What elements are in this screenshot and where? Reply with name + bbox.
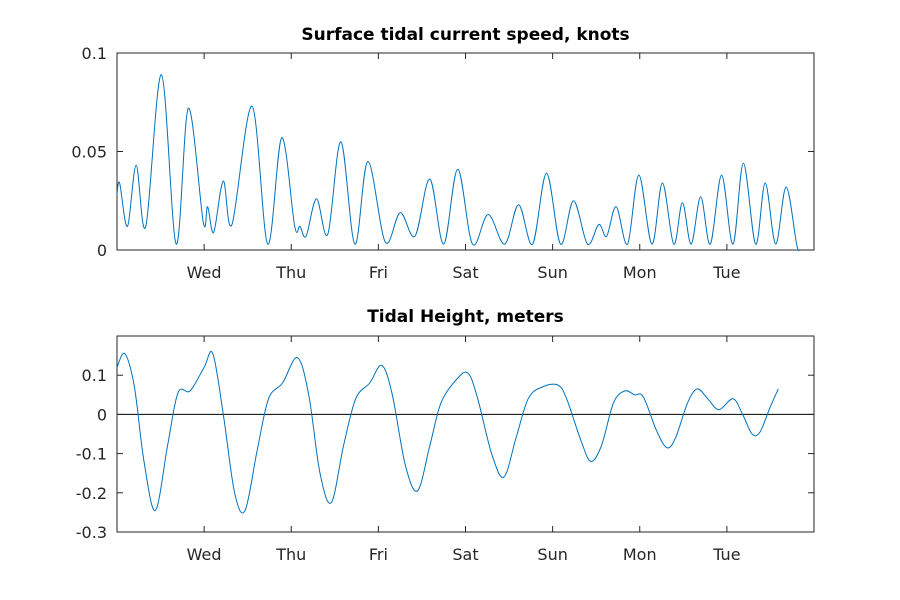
x-tick-label: Sun xyxy=(537,263,567,282)
x-tick-label: Mon xyxy=(623,545,657,564)
x-tick-label: Sat xyxy=(452,545,478,564)
x-tick-label: Tue xyxy=(712,545,740,564)
y-tick-label: -0.2 xyxy=(76,484,107,503)
y-tick-label: 0.05 xyxy=(71,143,107,162)
tidal-height-panel: Tidal Height, meters -0.3 -0.2 -0.1 0 0.1 We… xyxy=(76,307,815,564)
x-tick-label: Wed xyxy=(187,263,222,282)
series-line xyxy=(116,74,801,252)
tidal-height-x-ticks: Wed Thu Fri Sat Sun Mon Tue xyxy=(187,336,741,564)
tidal-height-y-ticks: -0.3 -0.2 -0.1 0 0.1 xyxy=(76,366,814,542)
current-speed-series xyxy=(116,74,801,252)
x-tick-label: Thu xyxy=(275,545,306,564)
tidal-height-axes xyxy=(116,335,815,533)
y-tick-label: 0 xyxy=(97,405,107,424)
x-tick-label: Mon xyxy=(623,263,657,282)
current-speed-y-ticks: 0 0.05 0.1 xyxy=(71,44,814,260)
x-tick-label: Fri xyxy=(369,263,388,282)
x-tick-label: Thu xyxy=(275,263,306,282)
x-tick-label: Sun xyxy=(537,545,567,564)
y-tick-label: 0.1 xyxy=(82,366,107,385)
x-tick-label: Sat xyxy=(452,263,478,282)
tidal-height-series xyxy=(116,351,779,514)
current-speed-axes xyxy=(116,52,815,251)
current-speed-title: Surface tidal current speed, knots xyxy=(301,25,629,45)
current-speed-panel: Surface tidal current speed, knots 0 0.05… xyxy=(71,25,815,282)
y-tick-label: 0 xyxy=(97,241,107,260)
x-tick-label: Tue xyxy=(712,263,740,282)
tidal-height-title: Tidal Height, meters xyxy=(367,307,564,327)
current-speed-x-ticks: Wed Thu Fri Sat Sun Mon Tue xyxy=(187,53,741,282)
series-line xyxy=(116,351,779,514)
x-tick-label: Wed xyxy=(187,545,222,564)
y-tick-label: -0.3 xyxy=(76,523,107,542)
y-tick-label: -0.1 xyxy=(76,445,107,464)
x-tick-label: Fri xyxy=(369,545,388,564)
y-tick-label: 0.1 xyxy=(82,44,107,63)
